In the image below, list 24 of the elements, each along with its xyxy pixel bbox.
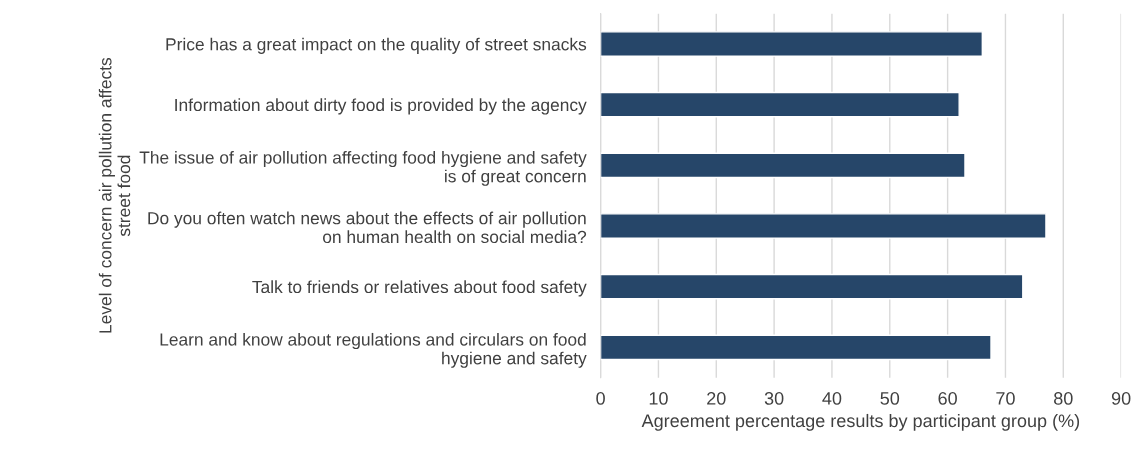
x-tick-label: 0	[596, 392, 605, 405]
x-tick-label: 20	[707, 392, 726, 405]
x-tick-label: 30	[764, 392, 784, 405]
x-tick-label: 40	[822, 392, 842, 405]
x-tick-label: 50	[880, 392, 900, 405]
bar	[600, 213, 1047, 239]
y-tick-label: Do you often watch news about the effects of air pollution on human health on social media?	[148, 211, 587, 244]
x-tick-label: 10	[649, 392, 668, 405]
y-tick-label: Price has a great impact on the quality of street snacks	[166, 37, 587, 54]
bar	[600, 273, 1024, 300]
x-axis-title: Agreement percentage results by participant group (%)	[641, 413, 1080, 431]
y-tick-label: The issue of air pollution affecting food hygiene and safety is of great concern	[139, 150, 587, 186]
bar	[600, 31, 984, 57]
bar	[600, 152, 966, 179]
y-tick-label: Information about dirty food is provided by the agency	[175, 98, 587, 115]
x-tick-label: 70	[996, 392, 1015, 405]
bar	[600, 334, 992, 361]
x-tick-label: 60	[938, 392, 957, 405]
y-axis-title: Level of concern air pollution affects street food	[98, 57, 131, 333]
x-tick-label: 80	[1054, 392, 1073, 405]
y-tick-label: Learn and know about regulations and circulars on food hygiene and safety	[160, 332, 587, 368]
bar	[600, 91, 960, 118]
y-tick-label: Talk to friends or relatives about food safety	[252, 280, 587, 297]
x-tick-label: 90	[1111, 392, 1131, 405]
